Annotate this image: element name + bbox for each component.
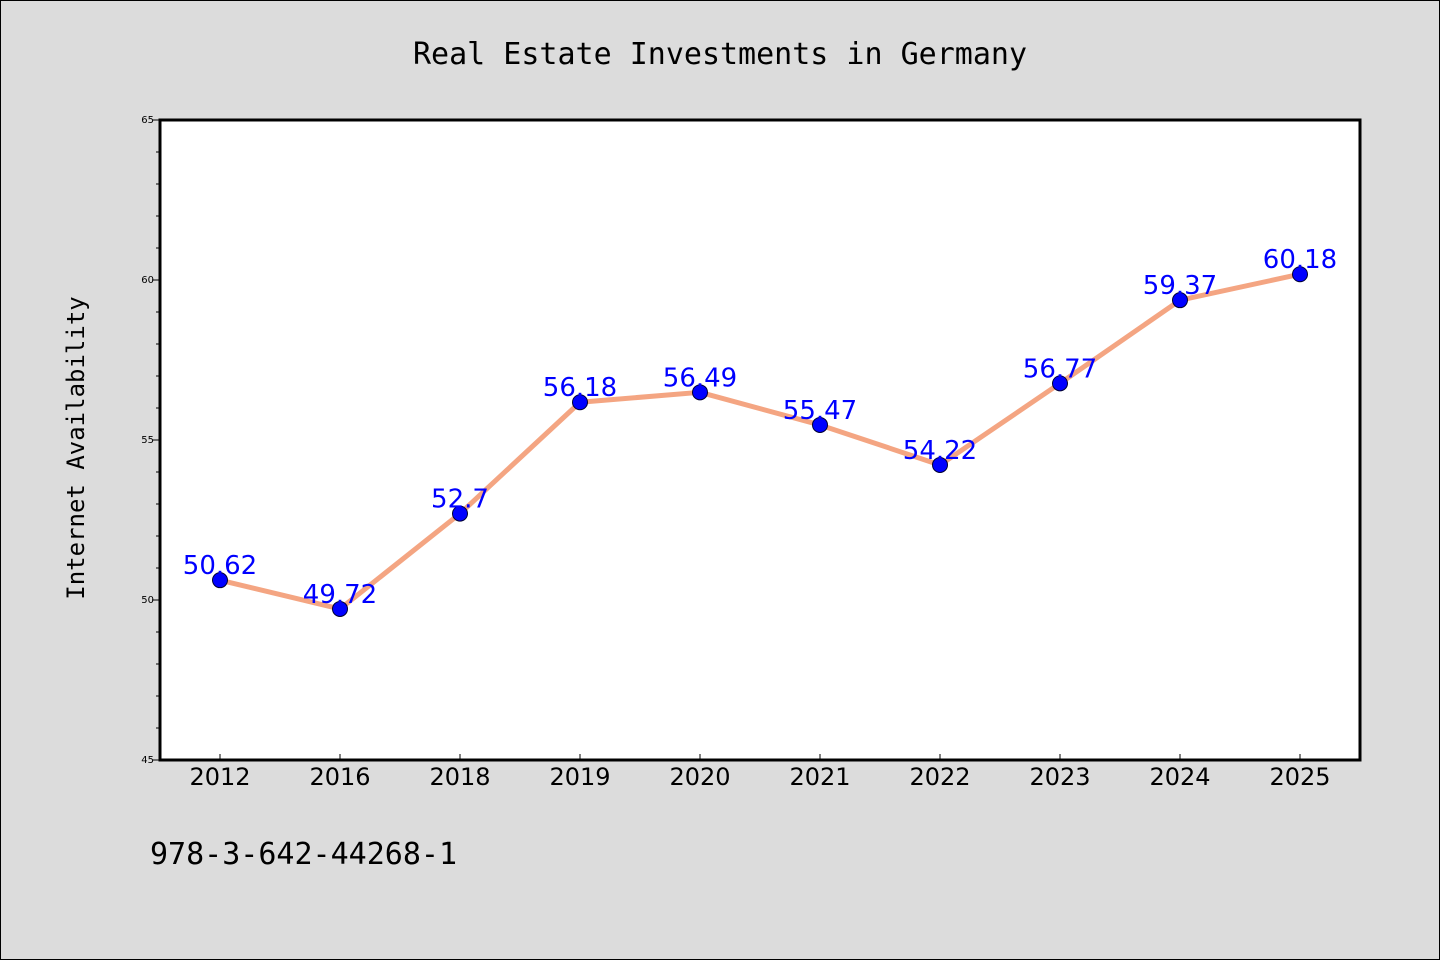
x-tick-label: 2020 (669, 763, 730, 791)
x-tick-label: 2018 (429, 763, 490, 791)
series-group: 50.62 49.72 52.7 56.18 56.49 55.47 54.22 56.77 5… (183, 245, 1337, 617)
x-axis: 2012 2016 2018 2019 2020 2021 2022 2023 2024 2025 (189, 754, 1331, 791)
data-point (692, 384, 708, 401)
plot-area (160, 120, 1360, 760)
y-tick-label: 50 (141, 595, 154, 606)
x-tick-label: 2024 (1149, 763, 1210, 791)
data-point (812, 416, 828, 433)
data-point (212, 572, 228, 589)
x-tick-label: 2022 (909, 763, 970, 791)
data-point (1052, 375, 1068, 392)
data-label: 59.37 (1143, 271, 1217, 301)
series-line (217, 271, 1303, 612)
data-label: 54.22 (903, 436, 977, 466)
x-tick-label: 2023 (1029, 763, 1090, 791)
x-tick-label: 2021 (789, 763, 850, 791)
data-label: 49.72 (303, 580, 377, 610)
footer-code: 978-3-642-44268-1 (150, 837, 457, 872)
data-point (1292, 266, 1308, 283)
data-label: 56.18 (543, 373, 617, 403)
data-point (572, 394, 588, 411)
x-tick-label: 2012 (189, 763, 250, 791)
y-tick-label: 65 (141, 115, 154, 126)
y-tick-label: 55 (141, 435, 154, 446)
plot-border (158, 118, 1362, 762)
x-tick-label: 2016 (309, 763, 370, 791)
y-axis: 45 50 55 60 65 (141, 115, 160, 766)
y-tick-label: 60 (141, 275, 154, 286)
data-label: 56.77 (1023, 354, 1097, 384)
data-label: 52.7 (431, 485, 489, 515)
data-label: 50.62 (183, 551, 257, 581)
data-point (452, 505, 468, 522)
data-point (1172, 292, 1188, 309)
y-tick-label: 45 (141, 755, 154, 766)
data-label: 55.47 (783, 396, 857, 426)
data-label: 60.18 (1263, 245, 1337, 275)
x-tick-label: 2019 (549, 763, 610, 791)
data-label: 56.49 (663, 363, 737, 393)
chart-title: Real Estate Investments in Germany (413, 37, 1027, 72)
data-point (332, 600, 348, 617)
y-axis-label: Internet Availability (62, 296, 90, 599)
data-point (932, 456, 948, 473)
x-tick-label: 2025 (1269, 763, 1330, 791)
